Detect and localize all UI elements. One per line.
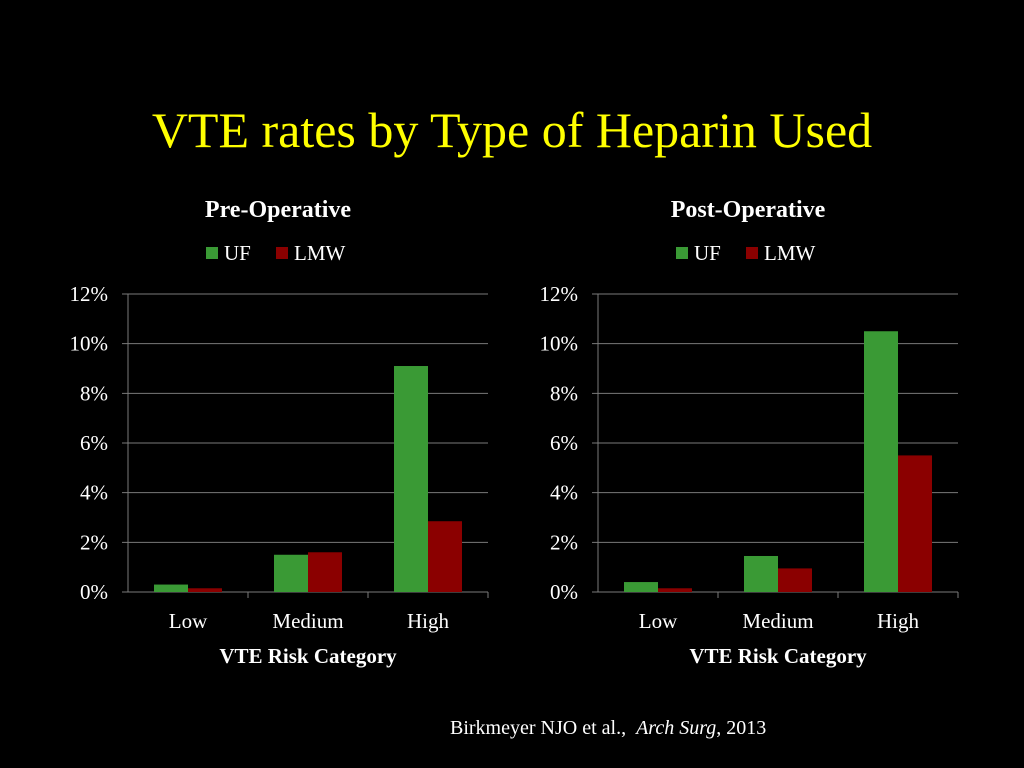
legend-swatch-lmw [746,247,758,259]
y-tick-label: 0% [80,580,108,604]
legend-item-lmw: LMW [746,241,816,265]
x-axis-title: VTE Risk Category [219,644,397,668]
citation-journal: Arch Surg [636,717,717,739]
bar-lmw-low [188,588,222,592]
legend-label-lmw: LMW [294,241,346,265]
x-tick-label: Medium [742,609,813,633]
chart-title: Pre-Operative [205,197,352,223]
bar-lmw-medium [308,552,342,592]
x-tick-label: High [407,609,450,633]
x-tick-label: High [877,609,920,633]
legend-swatch-lmw [276,247,288,259]
y-tick-label: 2% [550,530,578,554]
legend-item-uf: UF [206,241,251,265]
y-tick-label: 6% [550,431,578,455]
legend-item-lmw: LMW [276,241,346,265]
y-tick-label: 10% [540,332,579,356]
citation-year: , 2013 [716,717,767,739]
bar-lmw-medium [778,568,812,592]
post-operative-chart: Post-Operative UF LMW 0% 2% 4% 6% 8% 10% 12% Low Me… [540,197,959,668]
legend-label-uf: UF [694,241,721,265]
y-tick-label: 12% [540,282,579,306]
y-tick-label: 6% [80,431,108,455]
bar-uf-low [624,582,658,592]
legend-label-uf: UF [224,241,251,265]
y-tick-label: 8% [550,381,578,405]
bar-lmw-low [658,588,692,592]
x-tick-label: Low [639,609,678,633]
y-tick-label: 10% [70,332,109,356]
bar-uf-medium [274,554,308,592]
citation: Birkmeyer NJO et al., Arch Surg, 2013 [450,717,766,740]
y-tick-label: 12% [70,282,109,306]
bar-uf-high [394,366,428,592]
y-tick-label: 4% [550,481,578,505]
bar-lmw-high [898,455,932,592]
bar-uf-high [864,331,898,592]
bar-uf-low [154,584,188,592]
citation-authors: Birkmeyer NJO et al., [450,717,627,739]
y-tick-label: 0% [550,580,578,604]
legend-swatch-uf [206,247,218,259]
y-tick-label: 8% [80,381,108,405]
legend-label-lmw: LMW [764,241,816,265]
legend-swatch-uf [676,247,688,259]
bar-uf-medium [744,555,778,592]
x-axis-title: VTE Risk Category [689,644,867,668]
bar-lmw-high [428,521,462,592]
x-tick-label: Medium [272,609,343,633]
y-tick-label: 2% [80,530,108,554]
pre-operative-chart: Pre-Operative UF LMW 0% 2% 4% 6% 8% 10% 12% Low Med… [70,197,489,668]
slide-title: VTE rates by Type of Heparin Used [151,102,873,158]
x-tick-label: Low [169,609,208,633]
legend-item-uf: UF [676,241,721,265]
chart-title: Post-Operative [671,197,826,223]
y-tick-label: 4% [80,481,108,505]
